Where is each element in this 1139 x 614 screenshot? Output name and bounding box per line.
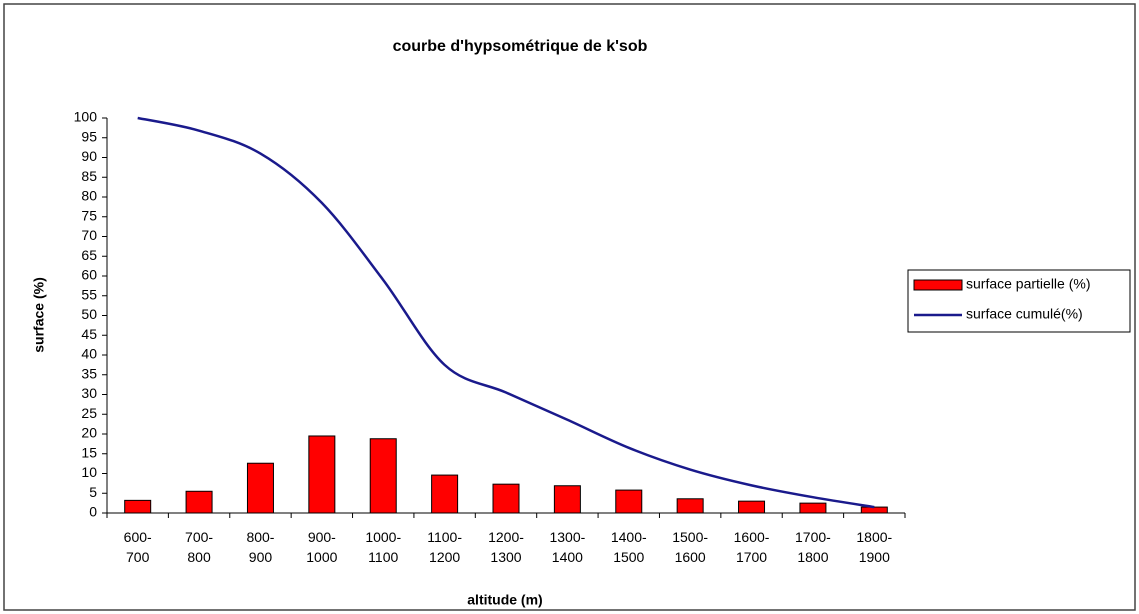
y-tick-label: 10	[81, 464, 97, 480]
bar	[615, 489, 643, 514]
y-tick-label: 20	[81, 425, 97, 441]
y-tick-label: 75	[81, 207, 97, 223]
bar	[492, 483, 520, 514]
chart-title: courbe d'hypsométrique de k'sob	[393, 38, 648, 55]
y-tick-label: 55	[81, 286, 97, 302]
legend-label: surface cumulé(%)	[966, 306, 1083, 322]
x-tick-label: 1700-1800	[795, 529, 831, 565]
y-tick-label: 65	[81, 247, 97, 263]
y-tick-label: 100	[74, 109, 98, 125]
y-tick-label: 60	[81, 267, 97, 283]
bar	[738, 500, 766, 514]
y-tick-label: 5	[89, 484, 97, 500]
bar	[676, 498, 704, 514]
bar	[124, 499, 152, 514]
x-tick-label: 700-800	[185, 529, 213, 565]
y-tick-label: 25	[81, 405, 97, 421]
y-tick-label: 85	[81, 168, 97, 184]
bar	[308, 435, 336, 514]
bar	[860, 506, 888, 514]
y-tick-label: 40	[81, 346, 97, 362]
x-tick-label: 1500-1600	[672, 529, 708, 565]
x-tick-label: 600-700	[124, 529, 152, 565]
legend-label: surface partielle (%)	[966, 276, 1091, 292]
y-tick-label: 70	[81, 227, 97, 243]
y-tick-label: 80	[81, 188, 97, 204]
y-tick-label: 90	[81, 148, 97, 164]
x-axis-label: altitude (m)	[467, 592, 542, 608]
y-tick-label: 45	[81, 326, 97, 342]
x-tick-label: 1100-1200	[427, 529, 462, 565]
x-tick-label: 900-1000	[306, 529, 337, 565]
bar	[799, 502, 827, 514]
bar	[185, 490, 213, 514]
legend-swatch	[913, 279, 963, 291]
y-tick-label: 0	[89, 504, 97, 520]
x-tick-label: 1000-1100	[365, 529, 401, 565]
x-tick-label: 1600-1700	[734, 529, 770, 565]
x-tick-label: 1800-1900	[856, 529, 892, 565]
bar	[246, 462, 274, 514]
line	[137, 116, 875, 509]
bar	[553, 485, 581, 514]
y-axis-label: surface (%)	[31, 277, 47, 352]
x-tick-label: 1300-1400	[549, 529, 585, 565]
x-tick-label: 1200-1300	[488, 529, 524, 565]
bar	[369, 438, 397, 514]
x-tick-label: 1400-1500	[611, 529, 647, 565]
y-tick-label: 15	[81, 444, 97, 460]
bar	[431, 474, 459, 514]
y-tick-label: 35	[81, 365, 97, 381]
y-tick-label: 30	[81, 385, 97, 401]
y-tick-label: 95	[81, 128, 97, 144]
x-tick-label: 800-900	[246, 529, 274, 565]
y-tick-label: 50	[81, 306, 97, 322]
